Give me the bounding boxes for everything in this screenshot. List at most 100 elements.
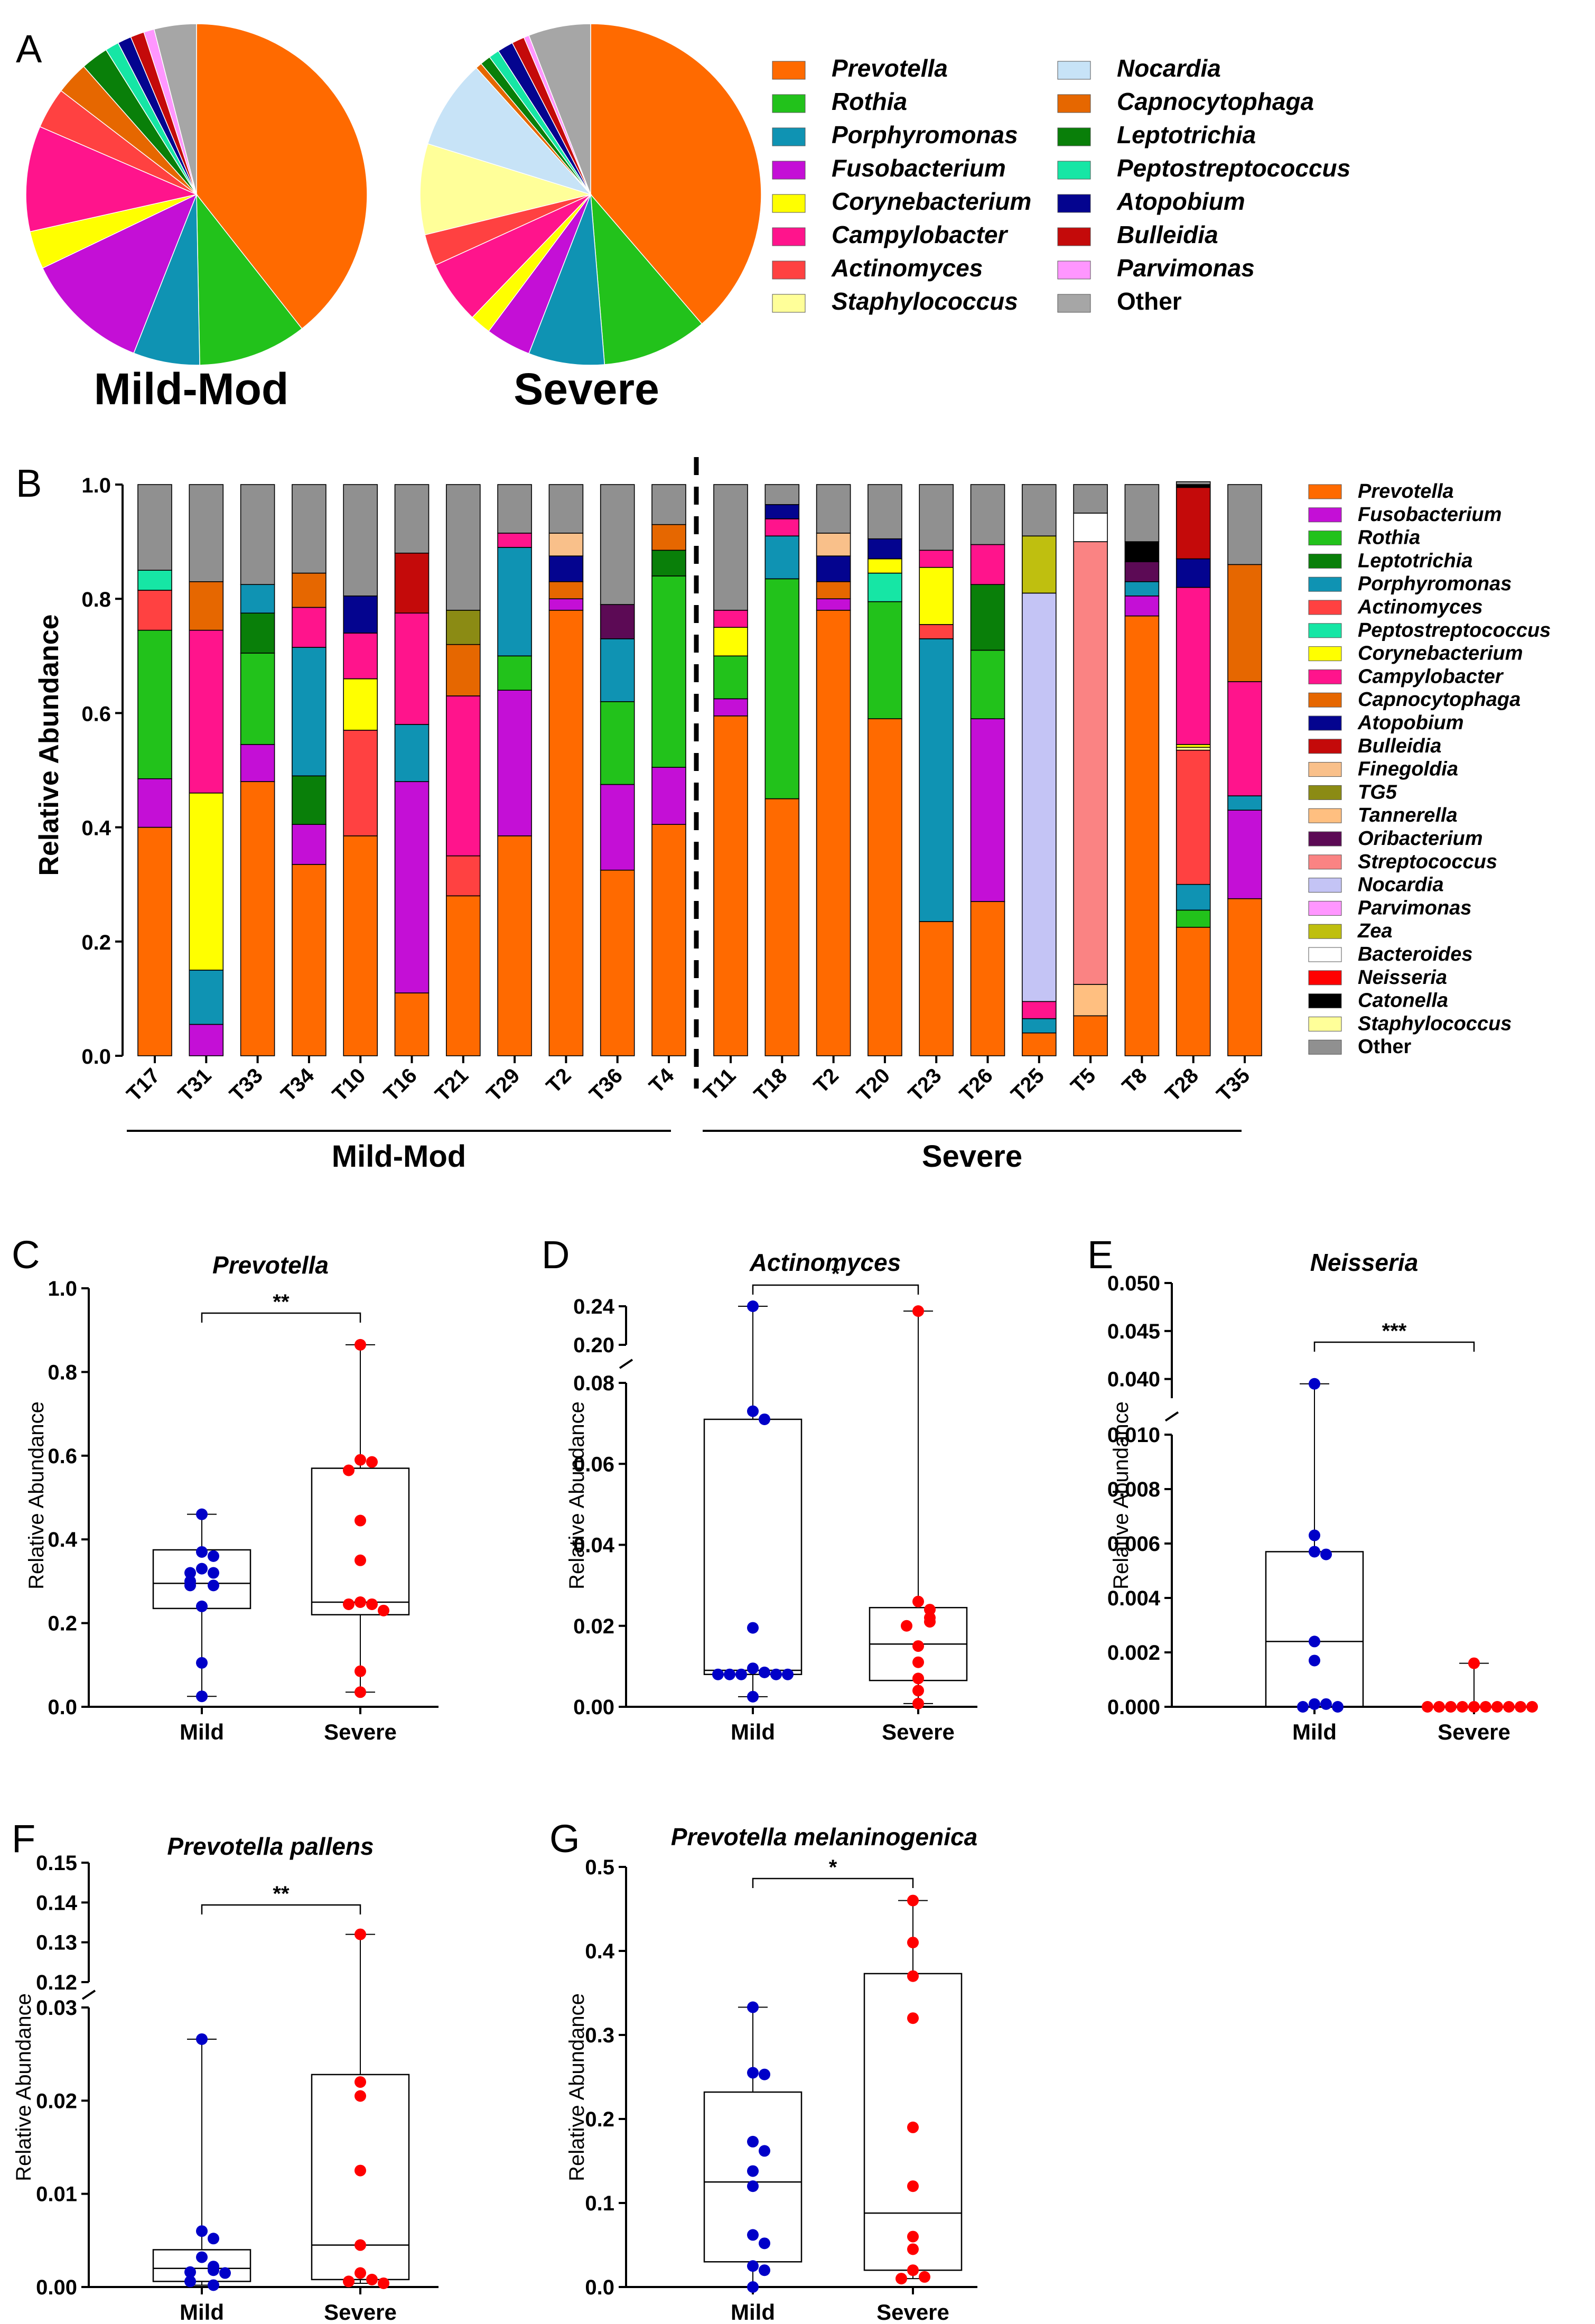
bar-segment-t29-porphyromonas — [497, 547, 532, 657]
data-point-severe — [924, 1604, 936, 1616]
legend-swatch-finegoldia — [1308, 762, 1342, 777]
bar-segment-t31-porphyromonas — [189, 970, 224, 1025]
legend-label-leptotrichia: Leptotrichia — [1358, 550, 1472, 572]
bar-segment-t10-other — [343, 484, 378, 597]
data-point-severe — [901, 1620, 912, 1632]
legend-label-leptotrichia: Leptotrichia — [1117, 121, 1256, 148]
legend-swatch-atopobium — [1057, 194, 1091, 213]
significance-bracket — [201, 1904, 361, 1914]
y-tick-label: 0.15 — [36, 1852, 77, 1875]
bar-segment-t10-corynebacterium — [343, 678, 378, 731]
bar-segment-t16-campylobacter — [394, 612, 430, 725]
bar-segment-t33-prevotella — [240, 781, 275, 1056]
bar-segment-t34-prevotella — [292, 864, 327, 1056]
bar-segment-t2-fusobacterium — [548, 598, 584, 611]
y-tick-label: 0.01 — [36, 2183, 77, 2206]
bar-segment-t36-porphyromonas — [600, 638, 635, 702]
x-tick-label: Mild — [180, 2300, 224, 2324]
y-tick-label: 0.0 — [48, 1696, 77, 1719]
pie-slice-severe-prevotella — [590, 23, 762, 325]
pie-legend: Prevotella Rothia Porphyromonas Fusobacteri… — [772, 54, 1350, 315]
panel-c-y-label: Relative Abundance — [25, 1401, 48, 1589]
data-point-severe — [919, 2271, 930, 2283]
legend-label-tannerella: Tannerella — [1358, 804, 1458, 826]
y-tick-label: 0.006 — [1107, 1532, 1160, 1556]
data-point-mild — [747, 2180, 759, 2192]
box-mild — [703, 1418, 803, 1675]
data-point-mild — [196, 1508, 208, 1520]
bar-segment-t31-other — [189, 484, 224, 582]
bar-segment-t36-prevotella — [600, 869, 635, 1056]
panel-d-actinomyces: Actinomyces Relative Abundance 0.00 0.02 0… — [565, 1249, 977, 1744]
y-tick-label: 0.2 — [48, 1612, 77, 1635]
bar-segment-t2-capnocytophaga — [816, 581, 851, 600]
bar-segment-t2-fusobacterium — [816, 598, 851, 611]
data-point-mild — [208, 1579, 219, 1592]
bar-segment-t29-prevotella — [497, 835, 532, 1056]
bar-segment-t10-campylobacter — [343, 633, 378, 680]
data-point-mild — [196, 1657, 208, 1669]
bar-segment-t34-capnocytophaga — [292, 572, 327, 608]
bar-segment-t34-campylobacter — [292, 607, 327, 648]
bar-segment-t5-bacteroides — [1073, 513, 1108, 542]
bar-segment-t26-prevotella — [970, 901, 1005, 1056]
y-tick-label: 0.050 — [1107, 1272, 1160, 1295]
legend-swatch-capnocytophaga — [1308, 692, 1342, 708]
bar-segment-t28-actinomyces — [1176, 749, 1211, 885]
data-point-mild — [208, 2279, 219, 2291]
bar-segment-t8-porphyromonas — [1124, 581, 1160, 597]
data-point-severe — [907, 2012, 919, 2024]
y-tick-label: 0.00 — [36, 2276, 77, 2299]
bar-segment-t28-bulleidia — [1176, 487, 1211, 560]
bar-segment-t4-capnocytophaga — [651, 524, 686, 551]
data-point-mild — [747, 2165, 759, 2177]
data-point-mild — [184, 1567, 196, 1579]
bar-segment-t28-porphyromonas — [1176, 884, 1211, 911]
bar-segment-t17-fusobacterium — [137, 778, 172, 828]
legend-label-neisseria: Neisseria — [1358, 966, 1447, 989]
pie-mild-mod — [25, 23, 368, 366]
legend-label-prevotella: Prevotella — [832, 54, 948, 82]
data-point-mild — [196, 2033, 208, 2045]
data-point-severe — [907, 2180, 919, 2192]
bar-segment-t17-rothia — [137, 629, 172, 779]
bar-segment-t33-other — [240, 484, 275, 585]
significance-label: * — [832, 1262, 840, 1286]
data-point-severe — [912, 1697, 924, 1709]
bar-segment-t29-campylobacter — [497, 533, 532, 548]
bar-segment-t4-leptotrichia — [651, 550, 686, 577]
pie-slice-mild-mod-rothia — [196, 193, 303, 366]
bar-segment-t31-fusobacterium — [189, 1024, 224, 1056]
bar-segment-t25-nocardia — [1022, 592, 1057, 1002]
data-point-mild — [196, 2225, 208, 2237]
data-point-mild — [184, 2275, 196, 2288]
legend-label-staphylococcus: Staphylococcus — [1358, 1012, 1512, 1035]
y-tick-label: 0.06 — [573, 1453, 614, 1476]
pie-slice-severe-other — [528, 23, 591, 195]
y-tick-label: 0.6 — [48, 1445, 77, 1468]
legend-label-fusobacterium: Fusobacterium — [832, 154, 1006, 182]
data-point-mild — [1309, 1529, 1320, 1541]
data-point-mild — [196, 1546, 208, 1558]
legend-label-corynebacterium: Corynebacterium — [832, 188, 1031, 215]
bar-segment-t18-porphyromonas — [764, 535, 800, 580]
bar-segment-t2-other — [548, 484, 584, 534]
y-tick-label: 0.040 — [1107, 1368, 1160, 1391]
data-point-mild — [759, 2145, 770, 2157]
data-point-mild — [196, 1600, 208, 1612]
legend-label-campylobacter: Campylobacter — [832, 221, 1008, 248]
legend-label-finegoldia: Finegoldia — [1358, 758, 1458, 780]
data-point-severe — [1503, 1701, 1515, 1713]
y-tick-label: 0.4 — [48, 1528, 77, 1551]
data-point-mild — [747, 2260, 759, 2272]
data-point-severe — [912, 1685, 924, 1697]
pie-slice-mild-mod-campylobacter — [25, 126, 198, 233]
data-point-severe — [1445, 1701, 1457, 1713]
panel-label-f: F — [12, 1817, 35, 1861]
bar-segment-t21-actinomyces — [445, 855, 481, 897]
bar-segment-t35-other — [1227, 484, 1262, 565]
bar-segment-t34-fusobacterium — [292, 824, 327, 865]
legend-label-fusobacterium: Fusobacterium — [1358, 504, 1501, 526]
legend-swatch-actinomyces — [1308, 600, 1342, 615]
bar-segment-t23-porphyromonas — [919, 638, 954, 922]
